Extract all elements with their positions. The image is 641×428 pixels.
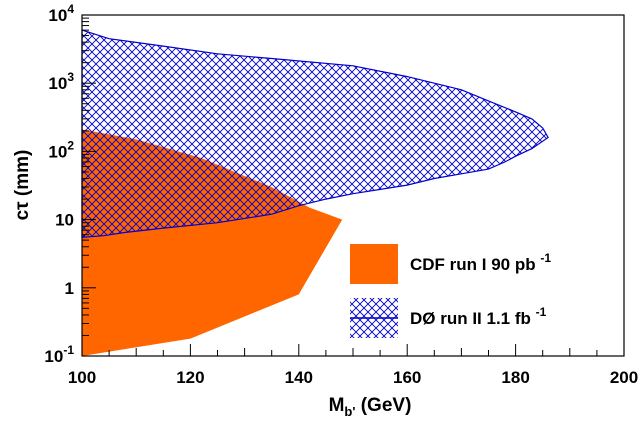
axes: 100 120 140 160 180 200 10-1 1 10 102 103 104 Mb' (G… — [12, 2, 638, 419]
x-tick-label: 100 — [68, 368, 96, 387]
y-tick-label: 10 — [55, 211, 74, 230]
x-tick-label: 160 — [393, 368, 421, 387]
y-tick-label: 102 — [48, 138, 74, 161]
x-tick-label: 120 — [176, 368, 204, 387]
y-tick-label: 103 — [48, 70, 74, 93]
x-tick-label: 180 — [501, 368, 529, 387]
plot-areas — [81, 29, 549, 356]
series-1-region — [81, 29, 549, 238]
y-tick-label: 10-1 — [44, 343, 74, 366]
x-tick-label: 200 — [610, 368, 638, 387]
legend: CDF run I 90 pb -1 DØ run II 1.1 fb -1 — [350, 244, 551, 338]
legend-label-0: CDF run I 90 pb -1 — [410, 251, 551, 274]
x-axis-title: Mb' (GeV) — [329, 395, 412, 419]
legend-swatch-0 — [350, 244, 398, 284]
y-tick-label: 104 — [48, 2, 74, 25]
y-axis-title: cτ (mm) — [12, 150, 33, 221]
legend-label-1: DØ run II 1.1 fb -1 — [410, 305, 547, 328]
y-tick-label: 1 — [65, 279, 74, 298]
x-tick-label: 140 — [285, 368, 313, 387]
